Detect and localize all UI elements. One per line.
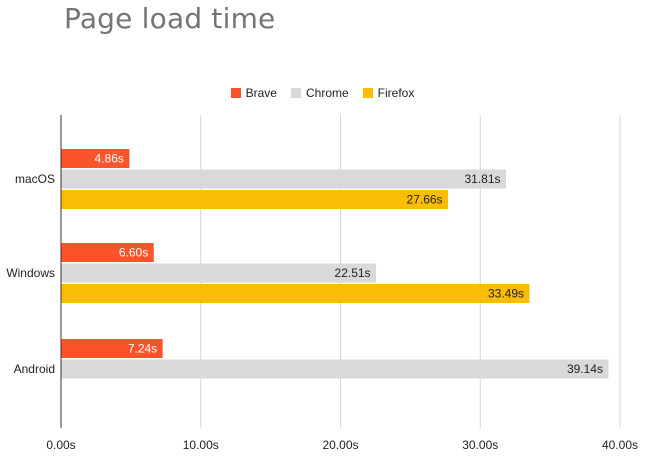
legend-item-firefox: Firefox [362,86,415,100]
bar-brave-android [61,339,163,358]
x-tick-label: 30.00s [462,438,498,452]
data-label: 22.51s [335,266,371,280]
chart-title: Page load time [64,2,276,35]
data-label: 31.81s [465,172,501,186]
bar-chrome-android [61,359,609,379]
data-label: 6.60s [119,246,148,260]
x-tick-label: 20.00s [322,438,358,452]
legend-item-chrome: Chrome [290,86,349,100]
legend-label-brave: Brave [245,86,277,100]
legend: Brave Chrome Firefox [0,86,645,100]
bar-chrome-windows [61,263,377,283]
data-label: 27.66s [407,193,443,207]
bar-chrome-macos [61,169,507,189]
bar-firefox-windows [61,284,530,303]
category-label: Windows [6,266,55,280]
bar-brave-macos [61,149,130,168]
legend-swatch-firefox [362,88,373,98]
data-label: 7.24s [128,342,157,356]
data-label: 4.86s [95,152,124,166]
x-tick-label: 0.00s [46,438,75,452]
bar-firefox-macos [61,190,449,209]
x-tick-label: 10.00s [183,438,219,452]
category-label: macOS [15,172,55,186]
x-tick-label: 40.00s [602,438,638,452]
legend-label-firefox: Firefox [377,86,415,100]
category-label: Android [14,362,55,376]
legend-swatch-brave [230,88,241,98]
legend-label-chrome: Chrome [305,86,349,100]
bar-brave-windows [61,243,154,262]
legend-swatch-chrome [290,88,301,98]
data-label: 33.49s [488,287,524,301]
legend-item-brave: Brave [230,86,277,100]
data-label: 39.14s [567,362,603,376]
